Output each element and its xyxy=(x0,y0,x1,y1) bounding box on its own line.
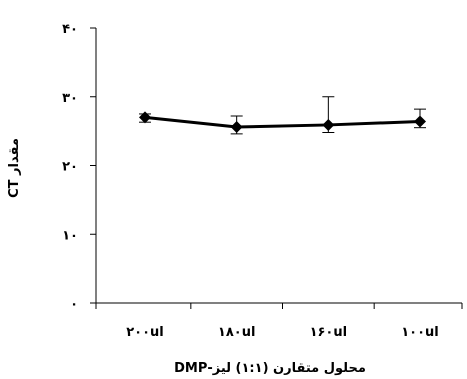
series-line xyxy=(144,115,421,129)
x-tick-label: ۱۶۰ul xyxy=(310,325,348,340)
x-tick-label: ۱۰۰ul xyxy=(401,325,439,340)
y-tick-label: ۲۰ xyxy=(62,160,78,175)
x-axis-title: محلول متقارن (۱:۱) لیز-DMP xyxy=(174,361,366,376)
markers xyxy=(139,111,426,133)
y-tick-label: ۴۰ xyxy=(62,22,78,37)
data-point xyxy=(322,118,335,131)
x-ticks: ۲۰۰ul ۱۸۰ul ۱۶۰ul ۱۰۰ul xyxy=(95,303,463,340)
x-tick-label: ۱۸۰ul xyxy=(218,325,256,340)
data-point xyxy=(230,121,243,133)
error-bars xyxy=(139,96,426,135)
data-point xyxy=(414,115,426,128)
y-axis-title: مقدار CT xyxy=(7,138,22,198)
data-point xyxy=(139,111,151,124)
x-tick-label: ۲۰۰ul xyxy=(126,325,164,340)
y-tick-label: ۱۰ xyxy=(62,228,78,243)
axes xyxy=(95,28,462,304)
series-line-group xyxy=(144,115,421,129)
y-ticks: ۰ ۱۰ ۲۰ ۳۰ ۴۰ xyxy=(62,22,96,312)
y-tick-label: ۳۰ xyxy=(62,91,78,106)
y-tick-label: ۰ xyxy=(70,297,78,312)
